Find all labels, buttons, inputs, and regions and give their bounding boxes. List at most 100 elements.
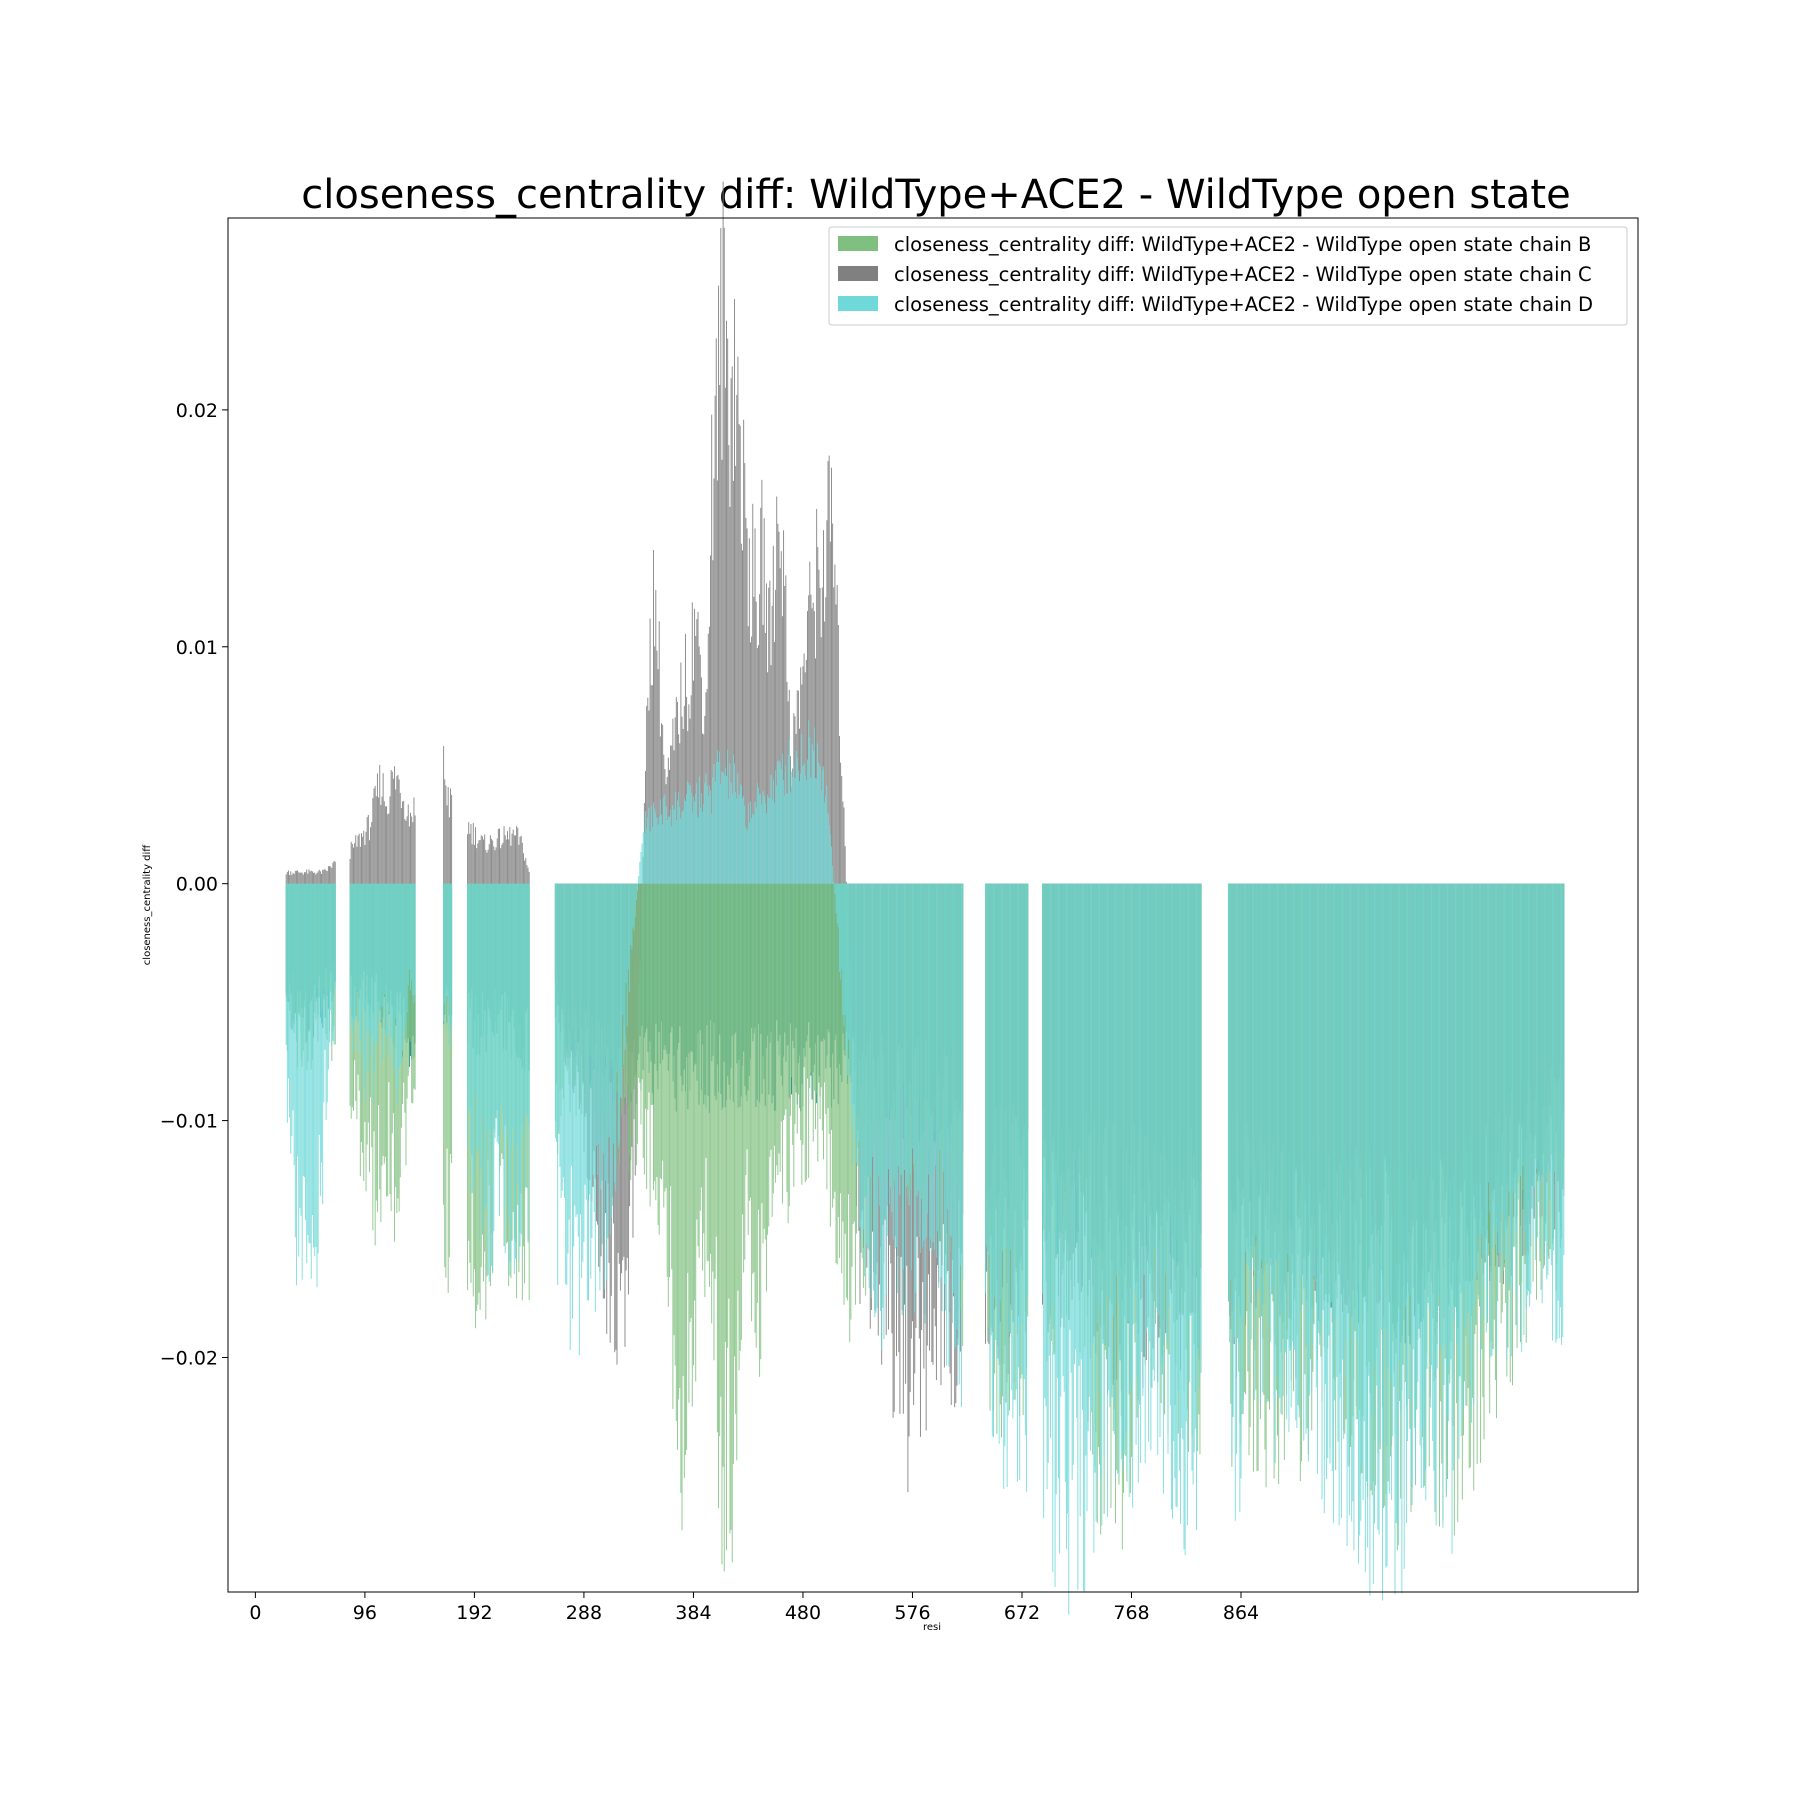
bar	[833, 587, 835, 884]
bar	[771, 883, 773, 1217]
y-axis-ticks: −0.02−0.010.000.010.02	[160, 400, 228, 1369]
bar	[1240, 883, 1242, 1479]
bar	[722, 883, 724, 1467]
bar	[379, 764, 381, 884]
bar	[395, 883, 397, 1188]
bar	[356, 883, 358, 1120]
bar	[635, 883, 637, 1166]
bar	[619, 883, 621, 1098]
bar	[653, 550, 654, 884]
bar	[562, 883, 564, 1178]
bar	[869, 883, 871, 1178]
bar	[477, 883, 479, 1151]
bar	[1376, 883, 1378, 1386]
bar	[1281, 883, 1283, 1312]
bar	[473, 844, 475, 884]
bar	[624, 883, 626, 1050]
bar	[945, 883, 947, 1311]
bar	[508, 839, 510, 884]
bar	[1120, 883, 1122, 1460]
bar	[445, 785, 447, 884]
bar	[763, 518, 765, 884]
bar	[1506, 883, 1508, 1360]
bar	[776, 785, 778, 884]
bar	[485, 849, 487, 884]
bar	[368, 840, 370, 884]
bar	[517, 827, 519, 884]
bar	[1043, 883, 1045, 1519]
bar	[730, 378, 732, 884]
bar	[1075, 883, 1077, 1350]
bar	[1339, 883, 1341, 1398]
bar	[1354, 883, 1356, 1326]
bar	[1315, 883, 1317, 1388]
bar	[489, 835, 491, 884]
bar	[1304, 883, 1306, 1289]
bar	[744, 805, 746, 884]
bar	[603, 883, 605, 1290]
bar	[662, 883, 664, 1161]
bar	[399, 792, 401, 884]
bar	[394, 883, 396, 1076]
bar	[1094, 883, 1096, 1473]
bar	[326, 871, 328, 884]
bar	[809, 736, 811, 884]
bar	[826, 883, 828, 1190]
bar	[599, 883, 601, 1291]
bar	[1185, 883, 1187, 1422]
bar	[729, 883, 731, 1534]
bar	[698, 646, 700, 884]
bar	[295, 883, 297, 1286]
bar	[1302, 883, 1304, 1305]
bar	[783, 883, 785, 1121]
x-tick-label: 576	[894, 1602, 930, 1624]
bar	[943, 883, 945, 1285]
bar	[1557, 883, 1559, 1301]
bar	[950, 883, 952, 1237]
bar	[656, 883, 658, 1177]
bar	[366, 817, 368, 884]
bar	[383, 801, 385, 884]
bar	[402, 883, 404, 1052]
bar	[842, 801, 844, 884]
bar	[1493, 883, 1495, 1227]
bar	[1047, 883, 1049, 1463]
bar	[843, 883, 845, 1027]
bar	[755, 807, 757, 884]
bar	[1117, 883, 1119, 1302]
bar	[475, 883, 477, 1329]
bar	[365, 883, 367, 1072]
bar	[996, 883, 998, 1359]
bar	[700, 883, 702, 1188]
bar	[809, 883, 811, 1089]
bar	[729, 763, 731, 884]
bar	[1128, 883, 1130, 1498]
bar	[1420, 883, 1422, 1489]
bar	[1378, 883, 1380, 1535]
bar	[824, 621, 826, 884]
bar	[1326, 883, 1328, 1480]
bar	[643, 883, 645, 1175]
bar	[316, 872, 318, 884]
bar	[625, 883, 627, 1104]
bar	[1367, 883, 1369, 1548]
bar	[1419, 883, 1421, 1446]
bar	[443, 746, 445, 884]
bar	[997, 883, 999, 1359]
bar	[684, 800, 686, 884]
bar	[1329, 883, 1331, 1464]
bar	[820, 637, 822, 884]
bar	[762, 883, 764, 1244]
bar	[403, 883, 405, 1030]
bar	[1401, 883, 1403, 1594]
bar	[1379, 883, 1381, 1442]
bar	[686, 696, 688, 884]
bar	[286, 871, 288, 884]
bar	[746, 829, 748, 884]
bar	[625, 883, 627, 984]
bar	[285, 883, 287, 1045]
bar	[1384, 883, 1386, 1330]
bar	[411, 816, 413, 884]
bar	[1271, 883, 1273, 1294]
bar	[295, 870, 297, 884]
